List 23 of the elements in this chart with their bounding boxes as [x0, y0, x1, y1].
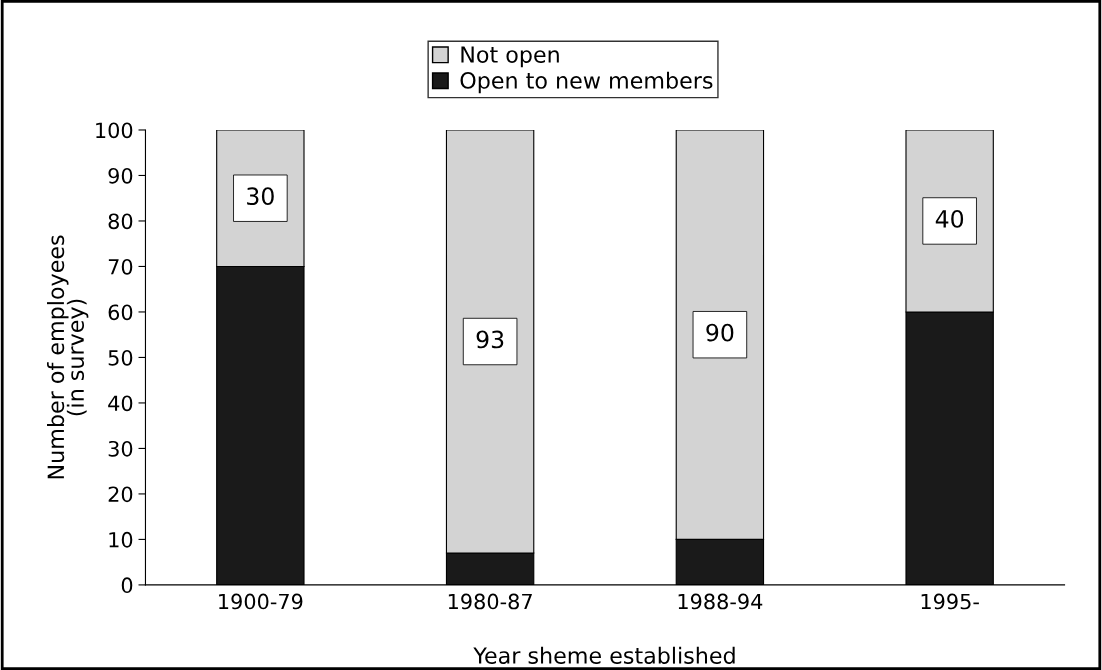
y-axis-title: Number of employees (in survey)	[47, 235, 89, 479]
y-tick-label: 30	[108, 440, 133, 457]
data-label: 90	[706, 323, 734, 342]
y-tick-label: 40	[108, 395, 133, 412]
x-tick-label: 1988-94	[678, 593, 763, 610]
data-label: 30	[247, 187, 274, 206]
data-label: 40	[935, 209, 964, 228]
x-tick-label: 1900-79	[219, 593, 303, 610]
y-tick-label: 0	[121, 577, 133, 594]
y-tick-label: 10	[109, 531, 133, 548]
y-tick-label: 90	[108, 167, 133, 184]
y-tick-label: 20	[108, 486, 133, 503]
y-tick-label: 100	[96, 122, 133, 139]
x-tick-label: 1980-87	[448, 593, 532, 610]
legend-label: Open to new members	[460, 71, 713, 94]
y-tick-label: 70	[108, 258, 133, 275]
x-axis-title: Year sheme established	[473, 646, 735, 664]
y-tick-label: 50	[108, 349, 133, 366]
legend-label: Not open	[461, 46, 559, 68]
x-tick-label: 1995-	[921, 593, 979, 610]
data-label: 93	[476, 330, 504, 349]
y-tick-label: 60	[108, 304, 133, 321]
y-tick-label: 80	[108, 213, 133, 230]
